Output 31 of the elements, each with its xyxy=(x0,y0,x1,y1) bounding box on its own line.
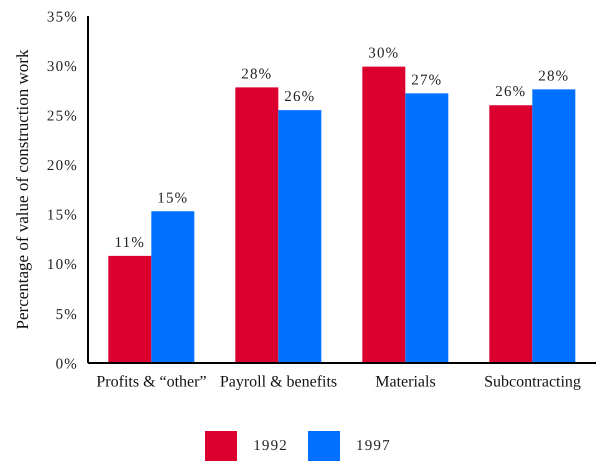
x-tick-label: Payroll & benefits xyxy=(220,373,338,390)
y-axis-title: Percentage of value of construction work xyxy=(13,49,32,330)
data-label: 26% xyxy=(495,84,526,100)
bar xyxy=(489,105,532,363)
bar xyxy=(278,110,322,363)
legend-label: 1997 xyxy=(356,438,391,454)
data-label: 11% xyxy=(114,234,146,251)
y-tick-label: 10% xyxy=(46,257,78,274)
bar xyxy=(235,87,278,363)
bar xyxy=(108,256,152,363)
bar xyxy=(151,211,194,363)
x-tick-label: Subcontracting xyxy=(484,373,581,390)
y-tick-label: 15% xyxy=(46,208,78,224)
data-label: 15% xyxy=(157,190,188,206)
y-tick-label: 20% xyxy=(46,158,78,174)
x-tick-label: Materials xyxy=(375,373,436,390)
bar xyxy=(532,89,576,363)
y-tick-label: 25% xyxy=(46,108,78,124)
data-label: 28% xyxy=(538,68,570,84)
y-tick-label: 0% xyxy=(56,356,78,372)
data-label: 28% xyxy=(241,66,272,82)
y-tick-label: 5% xyxy=(56,306,78,323)
y-tick-label: 30% xyxy=(46,58,78,75)
x-tick-label: Profits & “other” xyxy=(96,373,207,390)
data-label: 30% xyxy=(368,46,400,62)
y-tick-label: 35% xyxy=(46,9,78,26)
data-label: 26% xyxy=(284,89,316,106)
bar xyxy=(405,93,448,363)
data-label: 27% xyxy=(411,72,442,88)
bar xyxy=(362,66,406,363)
legend-label: 1992 xyxy=(253,438,288,454)
